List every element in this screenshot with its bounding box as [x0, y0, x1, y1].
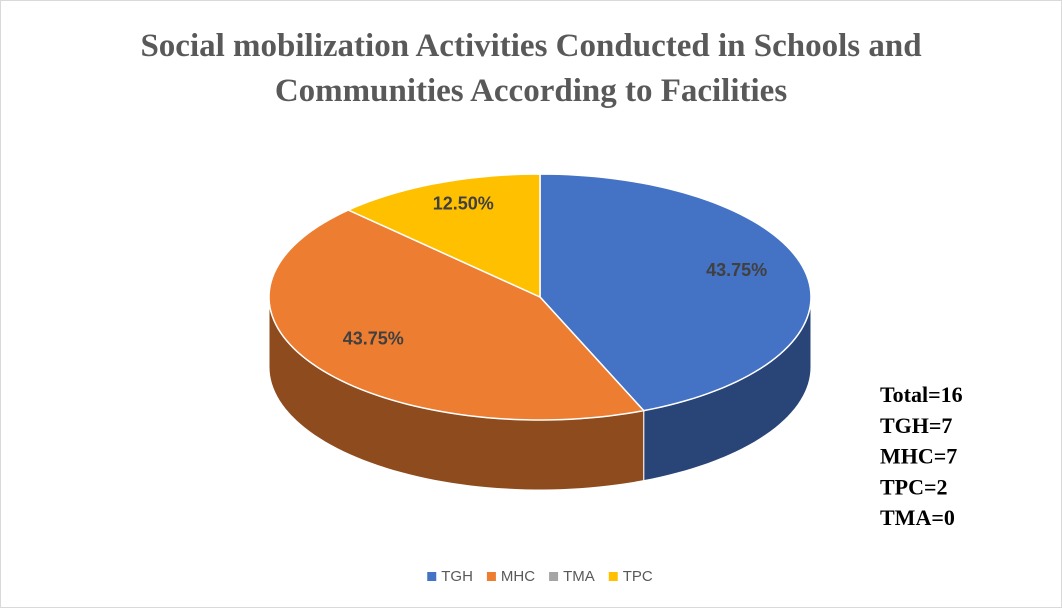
annotation: TMA=0	[880, 505, 955, 530]
legend-label: TMA	[563, 568, 595, 585]
legend-swatch	[608, 572, 618, 581]
legend-swatch	[486, 572, 496, 581]
pie-slice	[346, 173, 541, 299]
pie-slice	[268, 209, 646, 421]
annotation: Total=16	[880, 382, 963, 407]
legend-label: TPC	[623, 568, 653, 585]
data-label: 43.75%	[343, 328, 404, 348]
data-label: 12.50%	[433, 194, 494, 214]
annotation: MHC=7	[880, 444, 957, 469]
legend-swatch	[549, 572, 559, 581]
legend-label: TGH	[441, 568, 473, 585]
pie-slice	[539, 173, 812, 412]
chart-title: Social mobilization Activities Conducted…	[140, 28, 922, 109]
annotation: TPC=2	[880, 474, 948, 499]
legend-label: MHC	[501, 568, 535, 585]
data-label: 43.75%	[706, 260, 767, 280]
annotation: TGH=7	[880, 413, 952, 438]
legend-swatch	[427, 572, 437, 581]
